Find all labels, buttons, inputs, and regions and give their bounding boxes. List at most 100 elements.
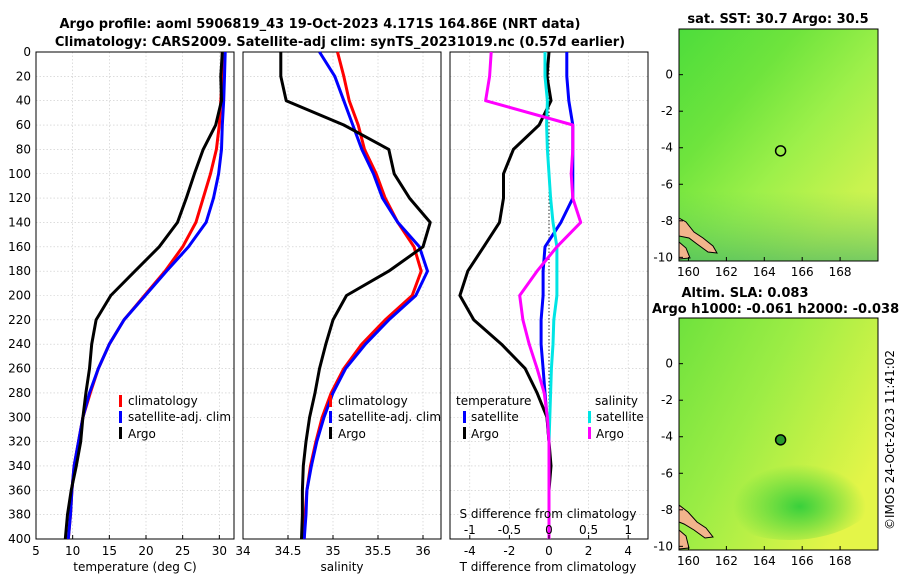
temperature-axes-box [35, 51, 235, 540]
sst-map-panel: sat. SST: 30.7 Argo: 30.5 [653, 12, 879, 279]
depth-tick-label: 320 [8, 435, 31, 449]
depth-tick-label: 140 [8, 215, 31, 229]
legend-label-satellite-adj: satellite-adj. clim [338, 410, 441, 424]
depth-tick-label: 160 [8, 240, 31, 254]
difference-panel: -4 -2 0 2 4 -1 -0.5 0 0.5 1 S difference from cl… [449, 51, 649, 574]
lat-tick-label: 0 [665, 68, 673, 82]
depth-tick-label: 400 [8, 532, 31, 546]
x2-tick-label: -1 [464, 523, 476, 537]
legend-label-t-argo: Argo [471, 427, 499, 441]
legend-label-climatology: climatology [338, 394, 408, 408]
sla-map-title: Altim. SLA: 0.083 [682, 286, 809, 301]
depth-tick-label: 220 [8, 313, 31, 327]
x2-tick-label: -0.5 [498, 523, 521, 537]
legend-swatch-argo [329, 427, 332, 439]
x2-tick-label: 1 [624, 523, 632, 537]
lon-tick-label: 160 [677, 554, 700, 568]
temperature-xlabel: temperature (deg C) [73, 560, 196, 574]
x-tick-label: 15 [102, 544, 117, 558]
lat-tick-label: -8 [661, 214, 673, 228]
depth-tick-label: 260 [8, 362, 31, 376]
legend-swatch-satellite-adj [119, 411, 122, 423]
depth-tick-label: 20 [16, 69, 31, 83]
salinity-panel: 34 34.5 35 35.5 36 salinity climatology sate… [235, 51, 442, 574]
x-tick-label: 36 [415, 544, 430, 558]
series-salinity-argo [484, 51, 583, 539]
legend-label-satellite-adj: satellite-adj. clim [128, 410, 231, 424]
lon-tick-label: 162 [715, 554, 738, 568]
x-tick-label: 30 [212, 544, 227, 558]
x-tick-label: 4 [624, 544, 632, 558]
depth-tick-label: 380 [8, 508, 31, 522]
legend-swatch-climatology [329, 395, 332, 407]
sst-map-box [678, 28, 879, 262]
x2-tick-label: 0 [545, 523, 553, 537]
x-tick-label: 34.5 [275, 544, 302, 558]
figure-title-line2: Climatology: CARS2009. Satellite-adj cli… [55, 35, 625, 50]
series-satellite-adj-clim [66, 51, 227, 540]
sla-heatmap-low [695, 420, 885, 540]
legend-label-climatology: climatology [128, 394, 198, 408]
x-tick-label: 2 [585, 544, 593, 558]
depth-tick-label: 300 [8, 410, 31, 424]
lat-tick-label: -8 [661, 503, 673, 517]
legend-header-salinity: salinity [595, 394, 638, 408]
legend-swatch-s-satellite [588, 411, 591, 423]
depth-tick-label: 100 [8, 167, 31, 181]
legend-label-t-satellite: satellite [471, 410, 519, 424]
x2-tick-label: 0.5 [579, 523, 598, 537]
salinity-legend: climatology satellite-adj. clim Argo [329, 394, 441, 441]
depth-tick-label: 180 [8, 264, 31, 278]
figure-title-line1: Argo profile: aoml 5906819_43 19-Oct-202… [60, 17, 581, 32]
difference-legend: temperature satellite Argo salinity sate… [456, 394, 644, 441]
x-tick-label: -2 [503, 544, 515, 558]
salinity-xlabel: salinity [320, 560, 363, 574]
lon-tick-label: 164 [753, 265, 776, 279]
series-argo [279, 52, 432, 540]
sst-heatmap-shade [679, 29, 878, 261]
depth-tick-label: 280 [8, 386, 31, 400]
legend-swatch-climatology [119, 395, 122, 407]
x-tick-label: -4 [464, 544, 476, 558]
depth-tick-label: 0 [23, 45, 31, 59]
sla-land-islands [678, 503, 714, 539]
sst-argo-marker [774, 145, 787, 157]
lat-tick-label: -4 [661, 430, 673, 444]
x-tick-label: 20 [138, 544, 153, 558]
salinity-axes-box [242, 51, 442, 540]
series-temperature-argo [458, 51, 553, 539]
lat-tick-label: -4 [661, 141, 673, 155]
legend-label-s-satellite: satellite [596, 410, 644, 424]
x-tick-label: 5 [32, 544, 40, 558]
legend-swatch-s-argo [588, 427, 591, 439]
depth-tick-label: 240 [8, 337, 31, 351]
lat-tick-label: -6 [661, 177, 673, 191]
legend-label-s-argo: Argo [596, 427, 624, 441]
lat-tick-label: -2 [661, 104, 673, 118]
legend-label-argo: Argo [128, 427, 156, 441]
lon-tick-label: 168 [829, 265, 852, 279]
legend-swatch-t-argo [463, 427, 466, 439]
lon-tick-label: 162 [715, 265, 738, 279]
depth-tick-label: 200 [8, 289, 31, 303]
depth-tick-label: 80 [16, 142, 31, 156]
s-difference-xlabel: S difference from climatology [460, 507, 637, 521]
x-tick-label: 10 [65, 544, 80, 558]
lon-tick-label: 166 [791, 265, 814, 279]
x-tick-label: 34 [235, 544, 250, 558]
lat-tick-label: -2 [661, 393, 673, 407]
legend-swatch-t-satellite [463, 411, 466, 423]
legend-swatch-satellite-adj [329, 411, 332, 423]
lat-tick-label: 0 [665, 357, 673, 371]
imos-stamp: ©IMOS 24-Oct-2023 11:41:02 [883, 350, 897, 530]
temperature-legend: climatology satellite-adj. clim Argo [119, 394, 231, 441]
legend-swatch-argo [119, 427, 122, 439]
depth-tick-label: 60 [16, 118, 31, 132]
sla-argo-marker [774, 434, 787, 446]
lon-tick-label: 164 [753, 554, 776, 568]
lon-tick-label: 168 [829, 554, 852, 568]
sla-map-box [678, 317, 879, 551]
sst-land-islands [678, 217, 718, 254]
sla-map-panel: Altim. SLA: 0.083 Argo h1000: -0.061 h20… [652, 286, 899, 568]
